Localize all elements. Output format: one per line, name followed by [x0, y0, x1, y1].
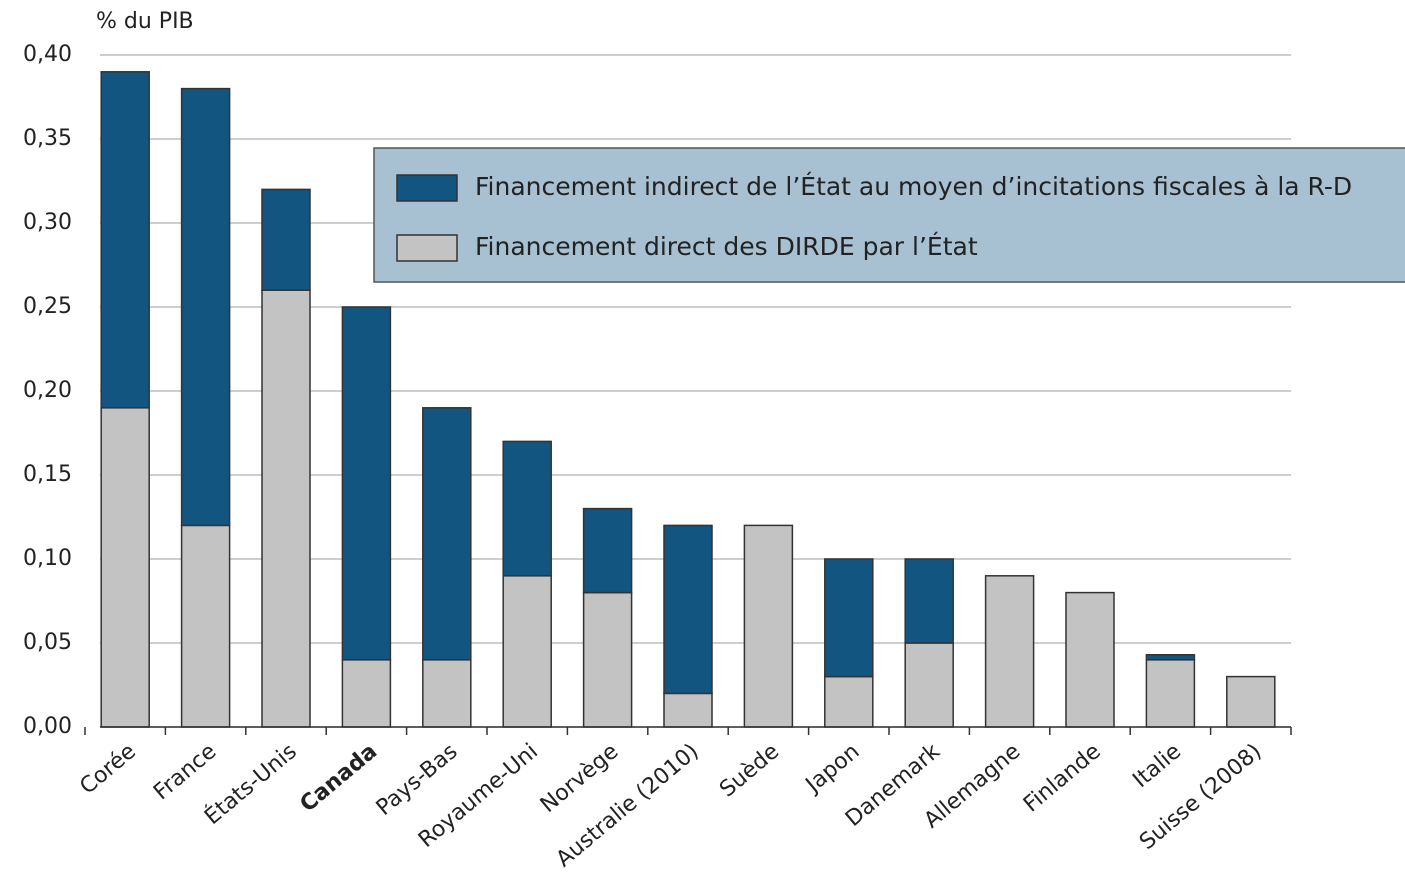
- bar-segment: [422, 407, 472, 661]
- bar-segment: [1145, 654, 1196, 661]
- bar-segment: [582, 507, 633, 594]
- bar-segment: [261, 289, 311, 728]
- bar-segment: [824, 558, 874, 678]
- bar-segment: [100, 407, 150, 728]
- legend-swatch: [396, 234, 458, 262]
- y-tick-label: 0,05: [23, 630, 72, 655]
- bar-segment: [100, 71, 150, 409]
- x-tick-label: Italie: [1128, 739, 1186, 793]
- x-tick-label: France: [149, 739, 221, 805]
- y-tick-label: 0,30: [23, 210, 72, 235]
- bar-segment: [180, 87, 231, 527]
- legend: Financement indirect de l’État au moyen …: [373, 147, 1405, 283]
- bar-segment: [743, 524, 794, 728]
- x-tick-label: Canada: [295, 739, 382, 817]
- bar-segment: [261, 188, 311, 291]
- x-tick-label: Corée: [75, 739, 140, 800]
- legend-box: [373, 147, 1405, 283]
- y-tick-label: 0,35: [23, 126, 72, 151]
- bar-segment: [904, 558, 954, 644]
- x-tick-label: Suède: [715, 739, 784, 802]
- x-tick-label: Japon: [800, 739, 865, 799]
- y-tick-label: 0,40: [23, 42, 72, 67]
- y-tick-label: 0,20: [23, 378, 72, 403]
- bar-segment: [824, 675, 874, 728]
- bar-segment: [904, 642, 954, 728]
- bar-segment: [502, 575, 552, 728]
- bar-segment: [1226, 675, 1276, 728]
- y-axis-label: % du PIB: [96, 9, 194, 34]
- x-tick-label: Australie (2010): [552, 739, 704, 872]
- bar-segment: [663, 524, 713, 695]
- bar-segment: [1065, 591, 1115, 728]
- bar-segment: [502, 440, 552, 577]
- bar-segment: [341, 659, 392, 728]
- bar-segment: [422, 659, 472, 728]
- bar-segment: [341, 306, 392, 661]
- y-tick-label: 0,10: [23, 546, 72, 571]
- legend-swatch: [396, 174, 458, 202]
- bar-segment: [984, 575, 1035, 728]
- bar-segment: [663, 692, 713, 728]
- y-tick-label: 0,15: [23, 462, 72, 487]
- legend-label: Financement indirect de l’État au moyen …: [475, 172, 1352, 201]
- bar-segment: [1145, 659, 1196, 728]
- x-tick-label: Finlande: [1019, 739, 1106, 817]
- y-tick-label: 0,25: [23, 294, 72, 319]
- bar-segment: [180, 524, 231, 728]
- bar-segment: [582, 591, 633, 728]
- legend-label: Financement direct des DIRDE par l’État: [475, 232, 978, 261]
- y-tick-label: 0,00: [23, 714, 72, 739]
